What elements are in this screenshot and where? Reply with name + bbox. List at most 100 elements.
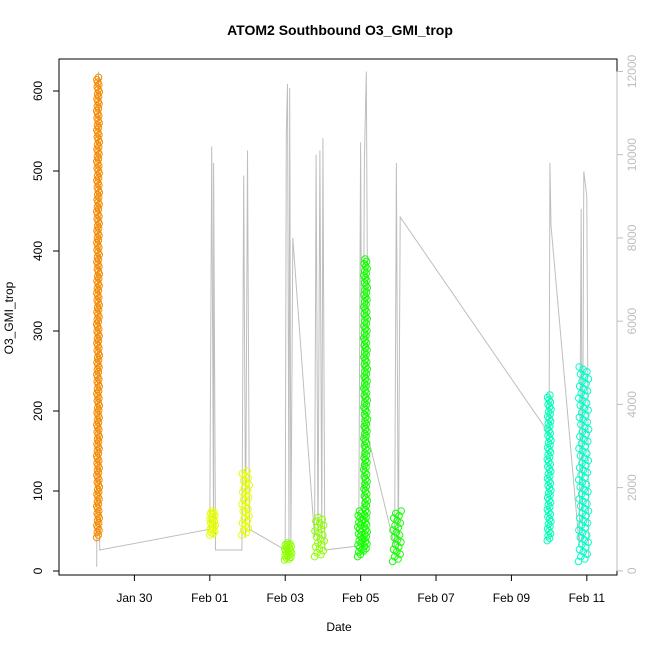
data-point <box>575 363 584 371</box>
x-axis-label: Date <box>326 620 352 634</box>
data-point <box>93 215 101 223</box>
data-point <box>93 497 102 506</box>
data-point <box>360 441 369 450</box>
data-point <box>362 494 370 503</box>
data-point <box>94 73 103 82</box>
data-point <box>543 505 552 514</box>
data-point <box>361 480 369 488</box>
data-point <box>93 471 101 479</box>
data-point <box>360 291 368 299</box>
data-point <box>543 536 552 545</box>
data-point <box>93 121 102 130</box>
data-point <box>360 410 369 419</box>
data-point <box>544 407 553 416</box>
data-point <box>238 531 246 539</box>
data-point <box>578 509 587 518</box>
data-point <box>92 533 101 542</box>
plot-frame <box>58 58 618 576</box>
data-point <box>361 367 369 376</box>
data-points-layer <box>92 73 593 566</box>
data-point <box>93 485 102 494</box>
data-point <box>579 528 587 537</box>
data-point <box>581 524 590 532</box>
data-point <box>239 476 248 485</box>
y-tick-label: 600 <box>31 81 45 101</box>
data-point <box>93 521 101 530</box>
y-tick-label: 0 <box>31 567 45 574</box>
y2-tick-label: 4000 <box>625 391 639 418</box>
data-point <box>283 539 292 547</box>
data-point <box>584 507 593 515</box>
data-point <box>93 404 102 412</box>
data-point <box>360 329 369 338</box>
data-point <box>576 452 585 460</box>
data-point <box>361 267 369 275</box>
data-point <box>574 557 583 566</box>
data-point <box>575 382 584 391</box>
data-point <box>319 521 328 530</box>
data-point <box>361 530 369 539</box>
y-tick-label: 500 <box>31 161 45 181</box>
data-point <box>314 513 323 522</box>
data-point <box>93 277 101 285</box>
data-point <box>317 550 325 559</box>
data-point <box>577 471 585 479</box>
data-point <box>361 398 369 407</box>
data-point <box>93 284 102 293</box>
y-tick-label: 100 <box>31 481 45 501</box>
x-tick-label: Feb 09 <box>493 591 531 605</box>
data-point <box>93 397 102 405</box>
data-point <box>93 528 102 537</box>
data-point <box>576 514 584 523</box>
data-point <box>360 298 369 306</box>
data-point <box>360 511 369 519</box>
data-point <box>318 541 326 549</box>
data-point <box>576 533 585 542</box>
data-point <box>93 358 101 367</box>
data-point <box>543 424 552 433</box>
data-point <box>360 492 369 500</box>
data-point <box>584 375 593 383</box>
data-point <box>360 542 369 551</box>
data-point <box>93 346 101 355</box>
data-point <box>240 483 249 492</box>
data-point <box>208 507 216 515</box>
data-point <box>93 509 101 518</box>
data-point <box>581 411 590 419</box>
x-tick-label: Feb 07 <box>417 591 455 605</box>
data-point <box>360 303 368 311</box>
data-point <box>575 545 584 554</box>
data-point <box>582 430 591 439</box>
data-point <box>584 456 593 465</box>
data-point <box>584 488 592 496</box>
data-point <box>581 392 589 400</box>
altitude-trace-layer <box>96 71 590 567</box>
x-tick-label: Feb 01 <box>191 591 229 605</box>
data-point <box>360 260 369 268</box>
data-point <box>93 370 101 379</box>
data-point <box>584 538 593 547</box>
data-point <box>93 334 102 343</box>
data-point <box>544 450 553 459</box>
data-point <box>580 485 588 494</box>
data-point <box>544 431 552 440</box>
data-point <box>576 483 585 491</box>
data-point <box>360 429 369 438</box>
data-point <box>583 519 592 527</box>
data-point <box>544 481 552 490</box>
data-point <box>544 520 553 528</box>
data-point <box>579 466 588 475</box>
data-point <box>93 353 102 362</box>
data-point <box>360 516 368 524</box>
data-point <box>92 452 101 460</box>
data-point <box>360 453 368 462</box>
data-point <box>238 519 247 527</box>
data-point <box>360 310 369 318</box>
data-point <box>362 420 371 428</box>
data-point <box>576 432 584 441</box>
data-point <box>93 246 101 254</box>
data-point <box>360 353 368 361</box>
data-point <box>240 514 249 523</box>
data-point <box>575 413 584 422</box>
data-point <box>93 315 102 324</box>
